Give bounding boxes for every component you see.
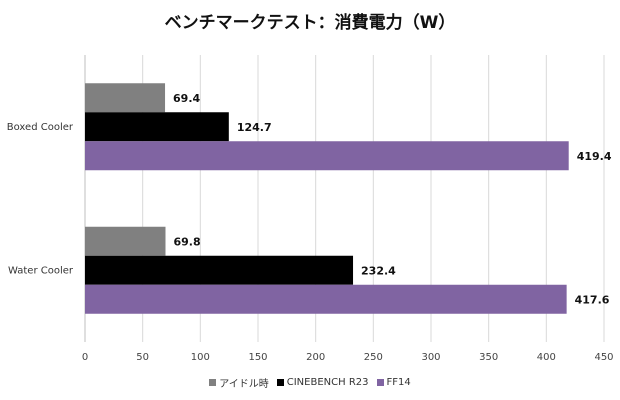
data-label: 69.8 [174, 235, 201, 248]
bar [85, 83, 166, 113]
bar [85, 226, 166, 256]
legend-label: FF14 [386, 377, 411, 388]
x-tick-label: 300 [421, 352, 440, 363]
data-label: 124.7 [237, 121, 272, 134]
x-axis-ticks: 0 50 100 150 200 250 300 350 400 450 [82, 352, 614, 363]
legend-label: CINEBENCH R23 [286, 377, 369, 388]
legend-swatch [209, 379, 217, 386]
legend-item: FF14 [376, 377, 411, 388]
x-tick-label: 250 [364, 352, 383, 363]
data-label: 232.4 [361, 264, 396, 277]
legend-item: CINEBENCH R23 [276, 377, 369, 388]
category-label: Boxed Cooler [7, 122, 74, 133]
bar [85, 141, 569, 171]
category-label: Water Cooler [8, 265, 74, 276]
x-tick-label: 150 [248, 352, 267, 363]
legend-label: アイドル時 [219, 379, 269, 390]
legend-swatch [276, 379, 284, 386]
bar [85, 284, 567, 314]
category-labels: Boxed Cooler Water Cooler [7, 122, 74, 277]
legend-item: アイドル時 [209, 375, 269, 390]
bar [85, 255, 354, 285]
x-tick-label: 350 [479, 352, 498, 363]
x-tick-label: 450 [594, 352, 613, 363]
data-label: 419.4 [577, 150, 612, 163]
x-tick-label: 100 [191, 352, 210, 363]
x-tick-label: 400 [537, 352, 556, 363]
data-label: 417.6 [575, 293, 610, 306]
x-tick-label: 50 [136, 352, 149, 363]
value-labels: 69.4 124.7 419.4 69.8 232.4 417.6 [173, 92, 612, 307]
x-tick-label: 0 [82, 352, 88, 363]
x-tick-label: 200 [306, 352, 325, 363]
data-label: 69.4 [173, 92, 200, 105]
legend-swatch [376, 379, 384, 386]
bars [85, 83, 569, 314]
bar [85, 112, 229, 142]
legend: アイドル時 CINEBENCH R23 FF14 [0, 375, 620, 390]
chart-title: ベンチマークテスト：消費電力（W） [164, 13, 456, 33]
